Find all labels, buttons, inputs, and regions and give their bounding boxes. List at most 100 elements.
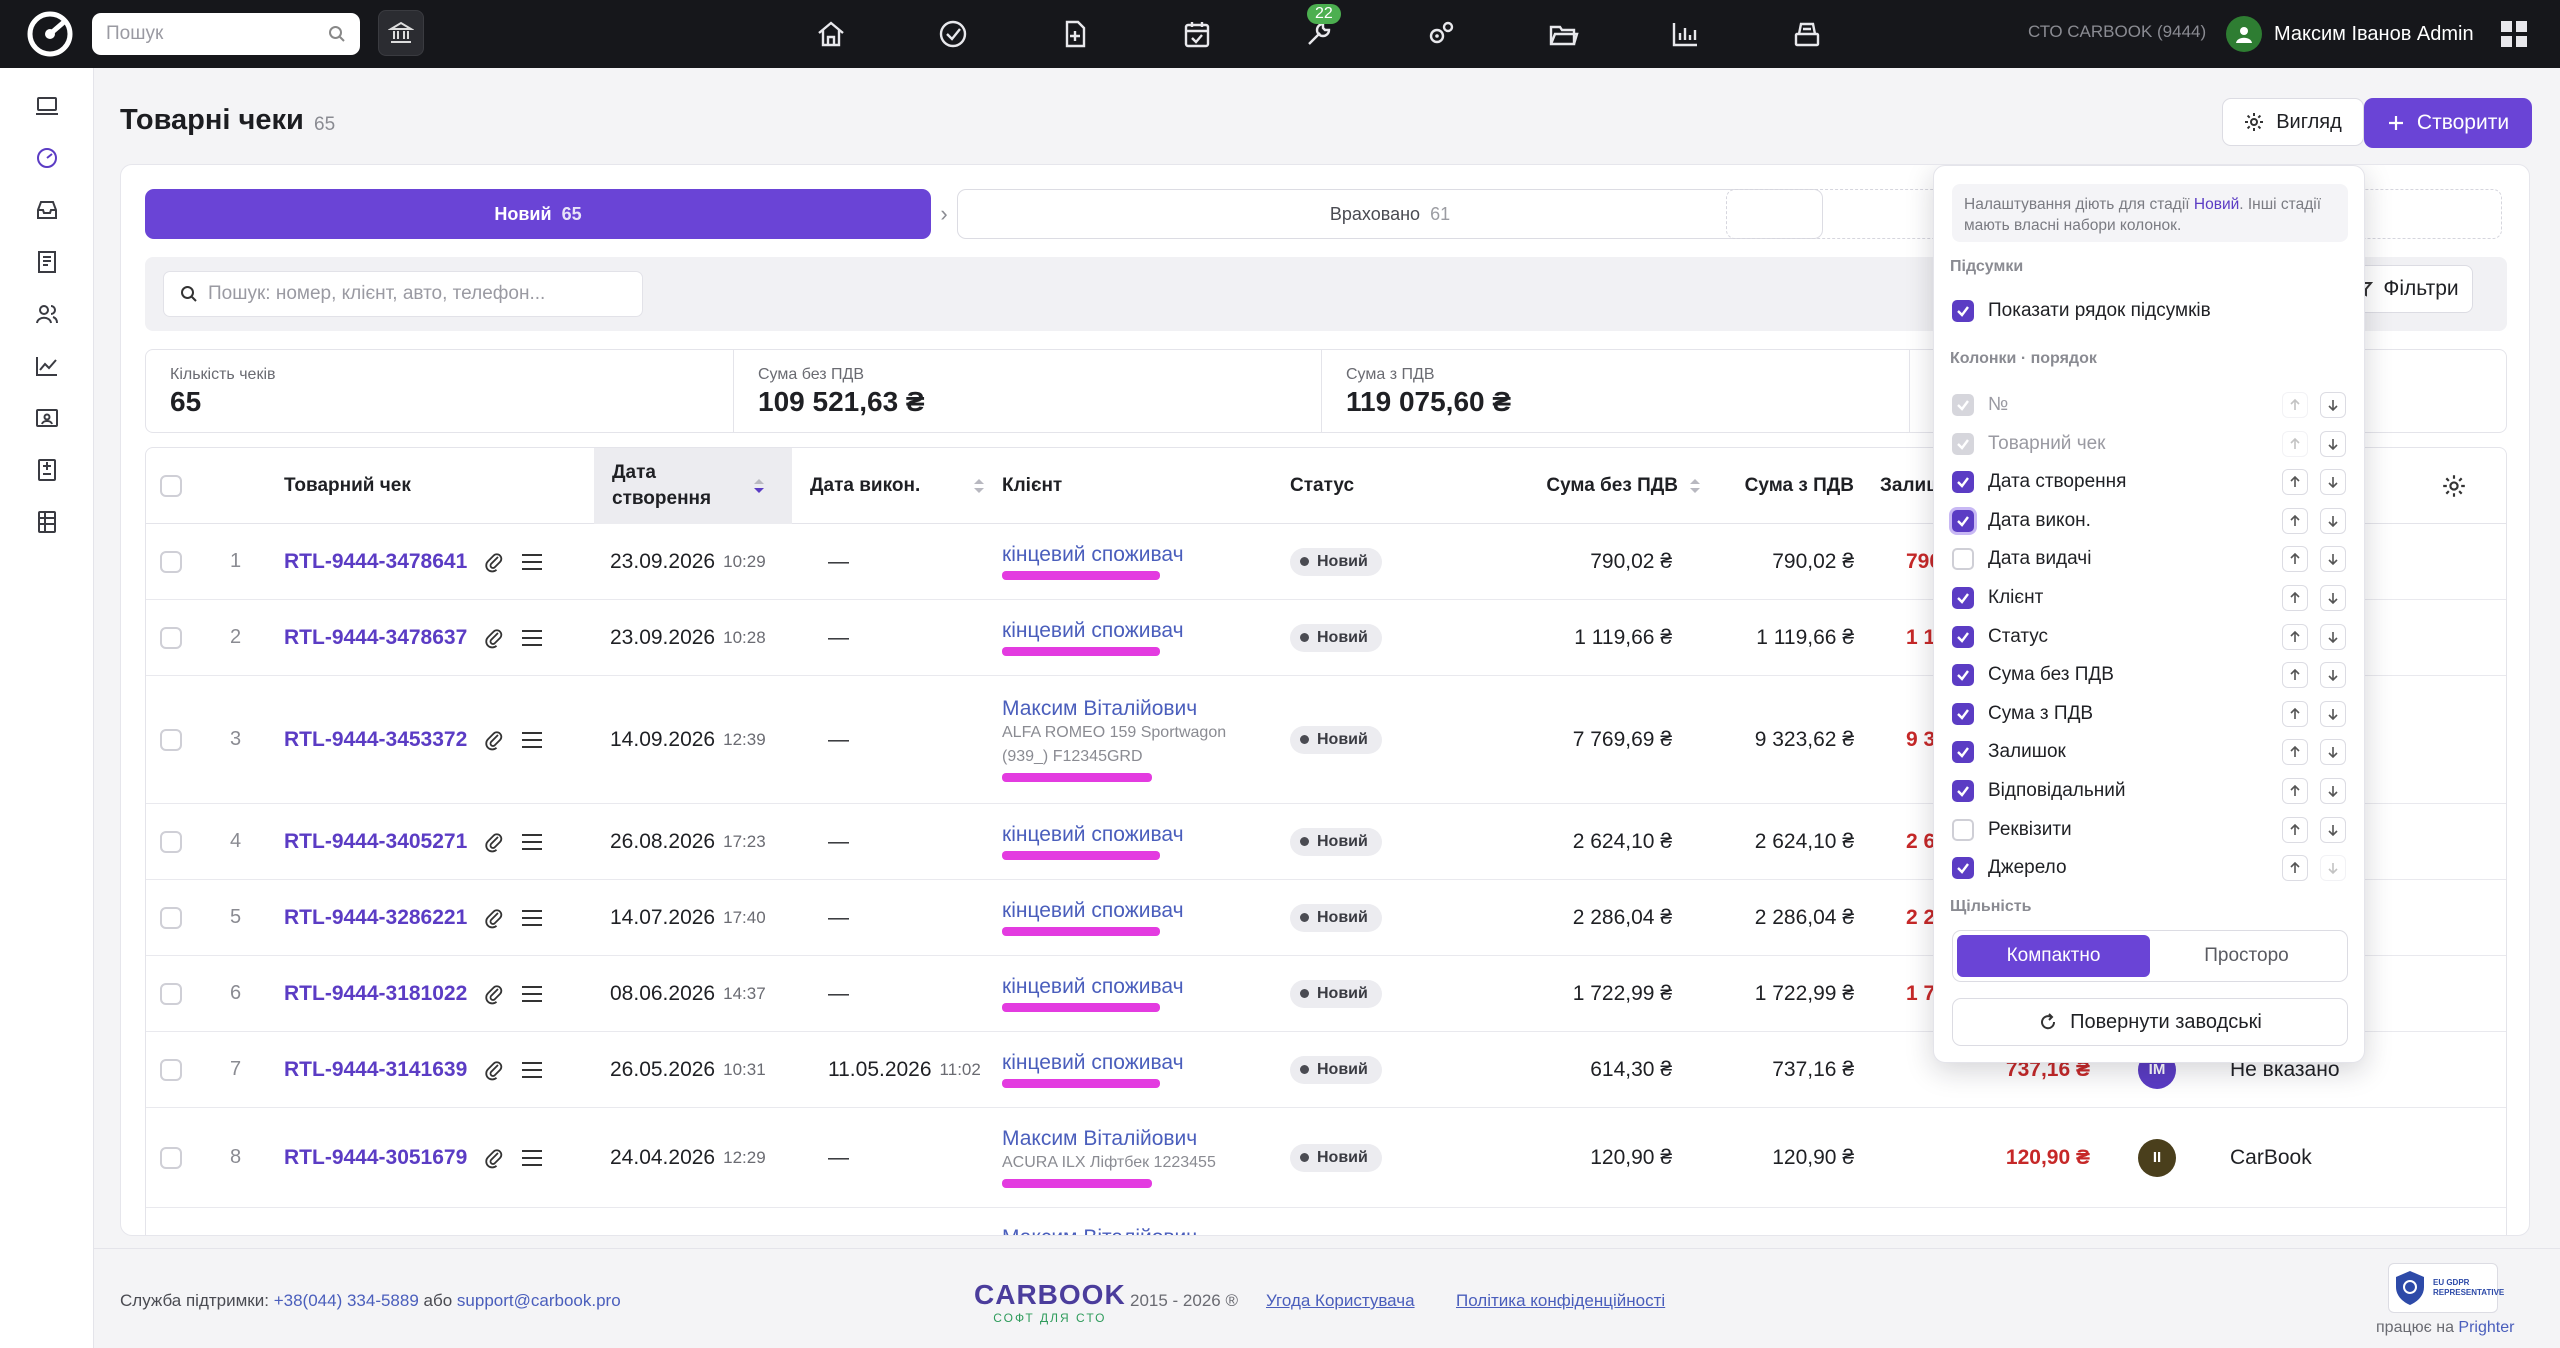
row-checkbox[interactable]	[160, 956, 182, 1031]
move-up-icon[interactable]	[2282, 662, 2308, 689]
paperclip-icon[interactable]	[485, 627, 503, 649]
column-toggle-row[interactable]: Товарний чек	[1952, 427, 2346, 461]
support-email-link[interactable]: support@carbook.pro	[456, 1291, 621, 1310]
menu-icon[interactable]	[521, 1149, 543, 1167]
laptop-icon[interactable]	[33, 92, 61, 120]
menu-icon[interactable]	[521, 1061, 543, 1079]
app-logo-icon[interactable]	[24, 8, 76, 60]
search-icon[interactable]	[328, 25, 346, 43]
checkbox-checked[interactable]	[1952, 702, 1974, 725]
add-document-icon[interactable]	[1014, 0, 1136, 68]
table-row[interactable]: 5 RTL-9444-3286221 14.07.2026 17:40 — кінцеви…	[146, 880, 2506, 956]
global-search-input[interactable]	[106, 23, 316, 45]
client-link[interactable]: кінцевий споживач	[1002, 543, 1184, 566]
column-toggle-row[interactable]: Джерело	[1952, 851, 2346, 885]
column-toggle-row[interactable]: Статус	[1952, 620, 2346, 654]
move-down-icon[interactable]	[2320, 469, 2346, 496]
column-toggle-row[interactable]: Сума з ПДВ	[1952, 697, 2346, 731]
service-station-name[interactable]: СТО CARBOOK (9444)	[2028, 22, 2207, 41]
terms-link[interactable]: Угода Користувача	[1266, 1291, 1415, 1310]
table-row[interactable]: 3 RTL-9444-3453372 14.09.2026 12:39 — Максим …	[146, 676, 2506, 804]
responsible-avatar[interactable]: II	[2138, 1138, 2176, 1177]
table-row[interactable]: 6 RTL-9444-3181022 08.06.2026 14:37 — кінцеви…	[146, 956, 2506, 1032]
users-icon[interactable]	[33, 300, 61, 328]
reset-defaults-button[interactable]: Повернути заводські	[1952, 998, 2348, 1046]
checkbox-checked[interactable]	[1952, 741, 1974, 764]
column-toggle-row[interactable]: Реквізити	[1952, 813, 2346, 847]
row-checkbox[interactable]	[160, 600, 182, 675]
column-toggle-row[interactable]: Дата видачі	[1952, 542, 2346, 576]
privacy-link[interactable]: Політика конфіденційності	[1456, 1291, 1666, 1310]
client-link[interactable]: кінцевий споживач	[1002, 823, 1184, 846]
table-row[interactable]: 4 RTL-9444-3405271 26.08.2026 17:23 — кінцеви…	[146, 804, 2506, 880]
gears-icon[interactable]	[1380, 0, 1502, 68]
checkbox-checked[interactable]	[1952, 471, 1974, 494]
column-toggle-row[interactable]: Сума без ПДВ	[1952, 658, 2346, 692]
paperclip-icon[interactable]	[485, 831, 503, 853]
client-link[interactable]: кінцевий споживач	[1002, 975, 1184, 998]
move-down-icon[interactable]	[2320, 623, 2346, 650]
table-row[interactable]: 8 RTL-9444-3051679 24.04.2026 12:29 — Максим …	[146, 1108, 2506, 1208]
column-toggle-row[interactable]: №	[1952, 388, 2346, 422]
row-checkbox[interactable]	[160, 1108, 182, 1207]
row-checkbox[interactable]	[160, 1032, 182, 1107]
checkbox-checked[interactable]	[1952, 857, 1974, 880]
contact-card-icon[interactable]	[33, 404, 61, 432]
bank-icon[interactable]	[378, 10, 424, 56]
checkbox-checked[interactable]	[1952, 300, 1974, 322]
move-up-icon[interactable]	[2282, 430, 2308, 457]
menu-icon[interactable]	[521, 909, 543, 927]
menu-icon[interactable]	[521, 985, 543, 1003]
move-down-icon[interactable]	[2320, 430, 2346, 457]
move-down-icon[interactable]	[2320, 392, 2346, 418]
receipt-link[interactable]: RTL-9444-3181022	[284, 981, 468, 1005]
density-compact-option[interactable]: Компактно	[1957, 935, 2150, 977]
paperclip-icon[interactable]	[485, 1147, 503, 1169]
row-checkbox[interactable]	[160, 880, 182, 955]
dashboard-icon[interactable]	[33, 144, 61, 172]
move-down-icon[interactable]	[2320, 662, 2346, 689]
move-up-icon[interactable]	[2282, 507, 2308, 534]
client-link[interactable]: кінцевий споживач	[1002, 619, 1184, 642]
home-icon[interactable]	[770, 0, 892, 68]
client-link[interactable]: Максим Віталійович	[1002, 697, 1198, 720]
receipt-link[interactable]: RTL-9444-3478637	[284, 625, 468, 649]
menu-icon[interactable]	[521, 731, 543, 749]
table-settings-icon[interactable]	[2442, 448, 2466, 524]
sort-icon[interactable]	[972, 476, 986, 496]
receipt-link[interactable]: RTL-9444-3405271	[284, 829, 468, 853]
client-link[interactable]: Максим Віталійович	[1002, 1226, 1197, 1236]
view-settings-button[interactable]: Вигляд	[2222, 98, 2364, 146]
col-created[interactable]: Дата створення	[594, 448, 792, 524]
client-link[interactable]: кінцевий споживач	[1002, 1051, 1184, 1074]
move-up-icon[interactable]	[2282, 855, 2308, 882]
column-toggle-row[interactable]: Клієнт	[1952, 581, 2346, 615]
table-search-input[interactable]	[208, 283, 626, 305]
column-toggle-row[interactable]: Відповідальний	[1952, 774, 2346, 808]
support-phone-link[interactable]: +38(044) 334-5889	[273, 1291, 419, 1310]
col-status[interactable]: Статус	[1290, 475, 1355, 496]
table-row[interactable]: 1 RTL-9444-3478641 23.09.2026 10:29 — кінцеви…	[146, 524, 2506, 600]
column-toggle-row[interactable]: Дата викон.	[1952, 504, 2346, 538]
stage-tab-accounted[interactable]: Враховано 61	[957, 189, 1823, 239]
move-up-icon[interactable]	[2282, 778, 2308, 804]
checkbox-checked[interactable]	[1952, 664, 1974, 687]
sort-desc-icon[interactable]	[752, 476, 766, 496]
checkbox-unchecked[interactable]	[1952, 548, 1974, 571]
col-sum-no-vat[interactable]: Сума без ПДВ	[1476, 448, 1702, 524]
client-link[interactable]: Максим Віталійович	[1002, 1127, 1198, 1150]
paperclip-icon[interactable]	[485, 1059, 503, 1081]
col-rest[interactable]: Залиш	[1880, 475, 1943, 496]
inbox-icon[interactable]	[33, 196, 61, 224]
row-checkbox[interactable]	[160, 524, 182, 599]
menu-icon[interactable]	[521, 833, 543, 851]
density-spacious-option[interactable]: Просторо	[2204, 945, 2289, 966]
stage-tab-new[interactable]: Новий 65	[145, 189, 931, 239]
calendar-check-icon[interactable]	[1136, 0, 1258, 68]
column-toggle-row[interactable]: Залишок	[1952, 735, 2346, 769]
receipt-link[interactable]: RTL-9444-3286221	[284, 905, 468, 929]
checkbox-unchecked[interactable]	[1952, 818, 1974, 841]
col-doc[interactable]: Товарний чек	[284, 475, 411, 496]
move-up-icon[interactable]	[2282, 739, 2308, 766]
checkbox-checked[interactable]	[1952, 587, 1974, 609]
